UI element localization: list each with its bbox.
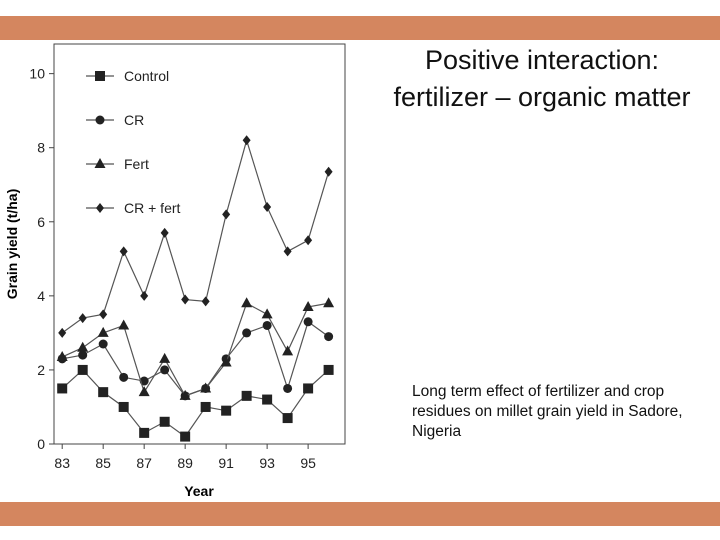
data-point-fert: [97, 326, 109, 337]
chart-panel: 0 2 4 6 8 10 83 85 87 89 91 93 95 Control CR Fert CR +…: [0, 40, 360, 502]
data-point-fert: [220, 356, 232, 367]
data-point-cr-fert: [99, 309, 108, 320]
data-point-cr-fert: [222, 209, 231, 220]
legend-marker: [94, 158, 106, 168]
data-point-cr-fert: [78, 313, 87, 324]
data-point-fert: [200, 382, 212, 393]
legend-entry: Control: [86, 68, 169, 84]
legend-label: Control: [124, 68, 169, 84]
data-point-cr: [283, 383, 293, 393]
series-fert: [56, 297, 335, 400]
legend-marker: [95, 71, 105, 81]
series-line-fert: [61, 302, 329, 397]
data-point-cr-fert: [119, 246, 128, 257]
y-tick-label: 2: [37, 362, 45, 378]
data-point-fert: [118, 319, 130, 330]
data-point-control: [57, 383, 68, 394]
data-point-control: [221, 405, 232, 416]
series-control: [57, 364, 334, 442]
series-line-control: [61, 369, 330, 438]
data-point-cr-fert: [160, 227, 169, 238]
x-tick-label: 83: [54, 455, 70, 471]
slide-title: Positive interaction: fertilizer – organ…: [393, 45, 691, 112]
legend-entry: Fert: [86, 156, 149, 172]
series-cr-fert: [58, 135, 333, 338]
data-point-fert: [282, 345, 294, 356]
data-point-cr: [98, 339, 108, 349]
data-point-cr: [303, 317, 313, 327]
top-accent-bar: [0, 16, 720, 40]
data-point-control: [282, 413, 293, 424]
y-tick-label: 10: [29, 66, 45, 82]
y-tick-label: 6: [37, 214, 45, 230]
data-point-control: [77, 364, 88, 375]
plot-frame: [53, 43, 346, 445]
data-point-control: [262, 394, 273, 405]
x-tick-label: 95: [300, 455, 316, 471]
x-tick-label: 87: [136, 455, 152, 471]
legend-label: Fert: [124, 156, 149, 172]
data-point-control: [200, 401, 211, 412]
data-point-fert: [159, 352, 171, 363]
data-point-control: [303, 383, 314, 394]
data-point-control: [180, 431, 191, 442]
data-point-cr: [160, 365, 170, 375]
legend-entry: CR: [86, 112, 144, 128]
data-point-control: [139, 427, 150, 438]
data-point-fert: [261, 308, 273, 319]
data-point-cr-fert: [181, 294, 190, 305]
data-point-cr-fert: [263, 201, 272, 212]
data-point-fert: [323, 297, 335, 308]
data-point-fert: [77, 341, 89, 352]
data-point-cr-fert: [304, 235, 313, 246]
legend-marker: [95, 115, 105, 125]
data-point-cr: [119, 372, 129, 382]
x-axis-label: Year: [184, 483, 214, 499]
data-point-control: [241, 390, 252, 401]
bottom-accent-bar: [0, 502, 720, 526]
y-tick-label: 8: [37, 140, 45, 156]
data-point-cr-fert: [201, 296, 210, 307]
x-tick-label: 93: [259, 455, 275, 471]
data-point-cr: [324, 332, 334, 342]
data-point-control: [98, 387, 109, 398]
data-point-control: [159, 416, 170, 427]
data-point-fert: [302, 300, 314, 311]
legend-label: CR: [124, 112, 144, 128]
y-axis-label: Grain yield (t/ha): [4, 189, 20, 299]
data-point-cr-fert: [242, 135, 251, 146]
line-chart: 0 2 4 6 8 10 83 85 87 89 91 93 95 Control CR Fert CR +…: [4, 43, 346, 499]
data-point-cr: [78, 350, 88, 360]
x-tick-label: 85: [95, 455, 111, 471]
y-tick-label: 0: [37, 436, 45, 452]
data-point-cr: [242, 328, 252, 338]
data-point-control: [118, 401, 129, 412]
data-point-fert: [179, 389, 191, 400]
data-point-cr: [262, 320, 272, 330]
x-tick-label: 89: [177, 455, 193, 471]
series-line-cr-fert: [61, 138, 330, 334]
data-point-cr-fert: [58, 327, 67, 338]
data-point-cr-fert: [140, 290, 149, 301]
legend-entry: CR + fert: [86, 200, 181, 216]
data-point-fert: [241, 297, 253, 308]
slide-caption: Long term effect of fertilizer and crop …: [412, 383, 683, 440]
data-point-fert: [56, 350, 68, 361]
data-point-cr-fert: [283, 246, 292, 257]
y-tick-label: 4: [37, 288, 45, 304]
data-point-fert: [138, 386, 150, 397]
data-point-control: [323, 364, 334, 375]
legend-marker: [96, 203, 104, 213]
x-tick-label: 91: [218, 455, 234, 471]
legend-label: CR + fert: [124, 200, 181, 216]
data-point-cr-fert: [324, 166, 333, 177]
